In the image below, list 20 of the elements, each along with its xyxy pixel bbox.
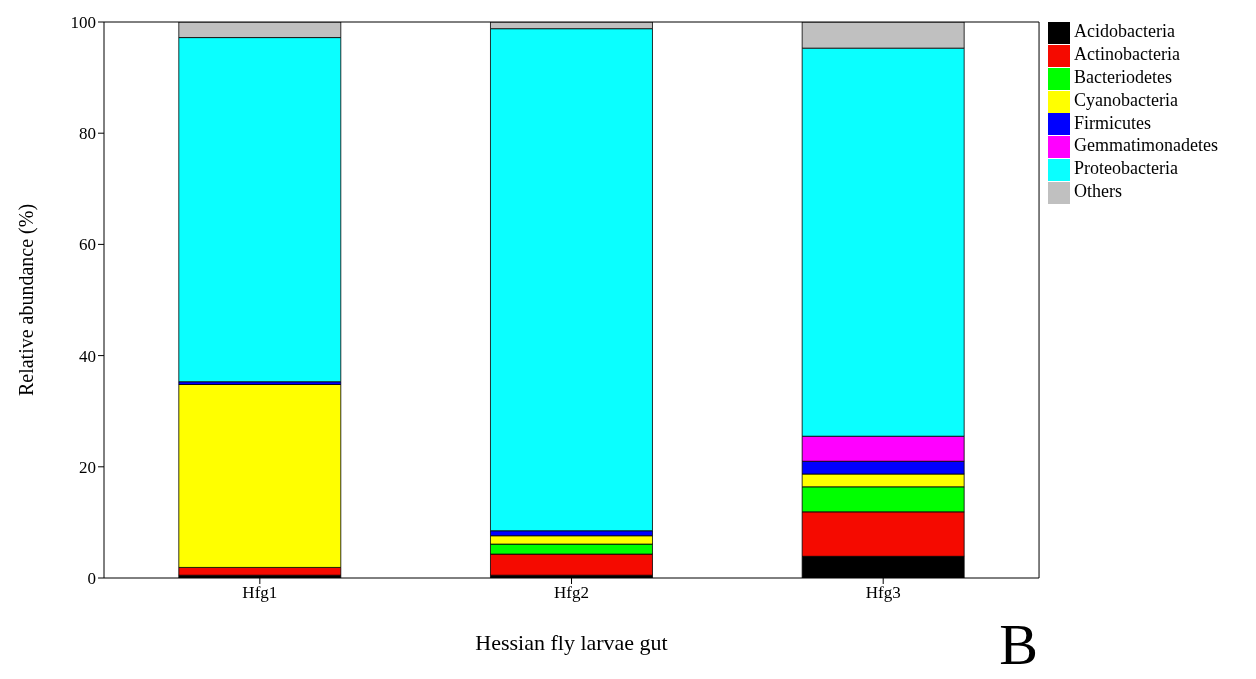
y-tick-label: 60 bbox=[79, 235, 96, 255]
y-tick-label: 80 bbox=[79, 124, 96, 144]
legend-label: Acidobacteria bbox=[1074, 21, 1175, 41]
x-axis-title: Hessian fly larvae gut bbox=[475, 630, 668, 655]
y-tick-label: 40 bbox=[79, 346, 96, 366]
y-tick-label: 0 bbox=[87, 569, 96, 589]
legend-label: Firmicutes bbox=[1074, 112, 1152, 133]
legend-label: Cyanobacteria bbox=[1074, 89, 1178, 110]
text: B bbox=[999, 611, 1038, 678]
y-tick-label: 100 bbox=[70, 13, 96, 33]
legend-label: Others bbox=[1074, 181, 1123, 202]
y-tick-label: 20 bbox=[79, 457, 96, 477]
y-axis-title: Relative abundance (%) bbox=[15, 203, 39, 397]
legend-label: Bacteriodetes bbox=[1074, 66, 1172, 87]
legend-label: Gemmatimonadetes bbox=[1074, 135, 1218, 156]
x-tick-label: Hfg1 bbox=[242, 583, 278, 603]
x-tick-label: Hfg3 bbox=[865, 583, 901, 603]
x-tick-label: Hfg2 bbox=[554, 583, 589, 603]
legend-label: Proteobacteria bbox=[1074, 158, 1178, 179]
legend-label: Actinobacteria bbox=[1074, 43, 1180, 64]
